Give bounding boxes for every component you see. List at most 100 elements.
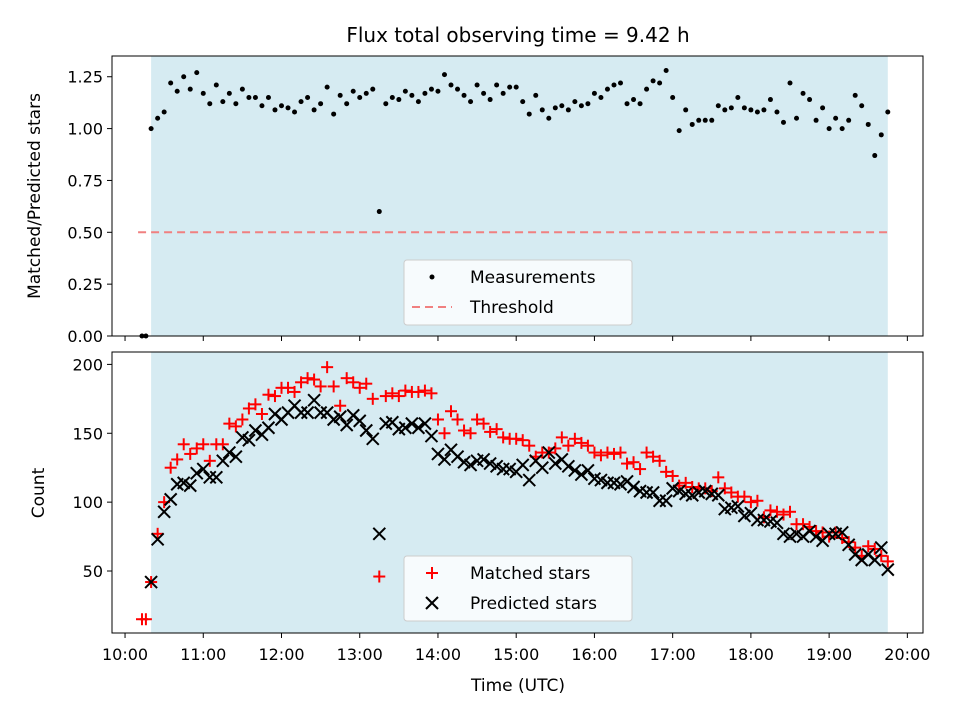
predicted-star-point bbox=[522, 473, 536, 487]
measurement-point bbox=[435, 88, 441, 94]
predicted-star-point bbox=[333, 410, 347, 424]
matched-star-point bbox=[242, 402, 255, 415]
predicted-star-point bbox=[568, 463, 582, 478]
matched-star-point bbox=[562, 439, 575, 452]
measurement-point bbox=[735, 94, 741, 100]
measurement-point bbox=[481, 90, 487, 96]
measurement-point bbox=[350, 88, 356, 94]
matched-star-point bbox=[282, 381, 295, 394]
predicted-star-point bbox=[339, 418, 354, 432]
measurement-point bbox=[200, 90, 206, 96]
predicted-star-points bbox=[144, 393, 895, 589]
bottom-x-tick-label: 15:00 bbox=[493, 645, 539, 664]
matched-star-point bbox=[725, 486, 738, 499]
matched-star-point bbox=[164, 461, 177, 474]
predicted-star-point bbox=[463, 458, 478, 472]
predicted-star-point bbox=[868, 553, 882, 567]
bottom-x-axis-label: Time (UTC) bbox=[470, 676, 565, 696]
matched-star-point bbox=[360, 377, 373, 390]
predicted-star-point bbox=[841, 538, 856, 552]
measurement-point bbox=[520, 99, 526, 105]
matched-star-point bbox=[353, 381, 366, 394]
bottom-x-tick-label: 20:00 bbox=[884, 645, 930, 664]
measurement-point bbox=[800, 90, 806, 96]
measurement-point bbox=[324, 84, 330, 90]
predicted-star-point bbox=[209, 470, 224, 485]
measurement-point bbox=[148, 126, 154, 132]
measurement-point bbox=[246, 94, 252, 100]
legend-label-matched: Matched stars bbox=[470, 564, 590, 584]
matched-star-point bbox=[797, 518, 810, 531]
matched-star-point bbox=[412, 385, 425, 398]
matched-star-point bbox=[431, 413, 444, 426]
matched-star-point bbox=[177, 438, 190, 451]
matched-star-point bbox=[490, 423, 503, 436]
matched-star-point bbox=[588, 446, 601, 459]
matched-star-point bbox=[653, 454, 666, 467]
measurement-point bbox=[533, 92, 539, 98]
matched-star-point bbox=[510, 432, 523, 445]
measurement-point bbox=[872, 153, 878, 159]
predicted-star-point bbox=[542, 445, 556, 460]
predicted-star-point bbox=[581, 463, 595, 478]
predicted-star-point bbox=[874, 540, 888, 555]
bottom-x-tick-label: 12:00 bbox=[258, 645, 304, 664]
measurement-point bbox=[389, 94, 395, 100]
top-plot-frame bbox=[111, 55, 924, 337]
legend-marker-matched bbox=[426, 567, 438, 579]
measurement-point bbox=[513, 84, 519, 90]
measurement-point bbox=[663, 68, 669, 74]
matched-star-point bbox=[438, 427, 451, 440]
measurement-point bbox=[761, 107, 767, 113]
measurement-points bbox=[139, 68, 891, 339]
matched-star-point bbox=[262, 388, 275, 401]
matched-star-point bbox=[295, 376, 308, 389]
measurement-point bbox=[337, 92, 343, 98]
measurement-point bbox=[331, 111, 337, 117]
predicted-star-point bbox=[770, 516, 784, 530]
top-y-axis: 0.00 0.25 0.50 0.75 1.00 1.25 bbox=[67, 68, 112, 346]
measurement-point bbox=[344, 101, 350, 107]
predicted-star-point bbox=[163, 492, 178, 507]
measurement-point bbox=[174, 88, 180, 94]
bottom-x-tick-label: 14:00 bbox=[415, 645, 461, 664]
matched-star-point bbox=[770, 505, 783, 518]
measurement-point bbox=[552, 105, 558, 111]
measurement-point bbox=[572, 99, 578, 105]
measurement-point bbox=[618, 80, 624, 86]
measurement-point bbox=[441, 72, 447, 78]
matched-star-point bbox=[249, 398, 262, 411]
bottom-y-axis: 50 100 150 200 bbox=[72, 355, 112, 581]
matched-star-point bbox=[288, 385, 301, 398]
predicted-star-point bbox=[398, 421, 413, 435]
matched-star-point bbox=[445, 405, 458, 418]
predicted-star-point bbox=[535, 460, 549, 475]
measurement-point bbox=[754, 109, 760, 115]
predicted-star-point bbox=[711, 488, 726, 502]
predicted-star-point bbox=[548, 456, 563, 471]
matched-star-point bbox=[321, 361, 334, 374]
measurement-point bbox=[279, 103, 285, 109]
predicted-star-point bbox=[229, 449, 243, 464]
measurement-point bbox=[826, 126, 832, 132]
measurement-point bbox=[644, 86, 650, 92]
measurement-point bbox=[852, 92, 858, 98]
matched-star-point bbox=[236, 413, 249, 426]
measurement-point bbox=[383, 101, 389, 107]
matched-star-point bbox=[471, 413, 484, 426]
matched-star-point bbox=[301, 372, 314, 385]
matched-star-point bbox=[607, 447, 620, 460]
matched-star-point bbox=[862, 540, 875, 553]
bottom-x-tick-label: 18:00 bbox=[728, 645, 774, 664]
measurement-point bbox=[461, 92, 467, 98]
matched-star-point bbox=[686, 480, 699, 493]
measurement-point bbox=[846, 117, 852, 123]
measurement-point bbox=[813, 117, 819, 123]
matched-star-point bbox=[184, 447, 197, 460]
measurement-point bbox=[709, 117, 715, 123]
measurement-point bbox=[591, 90, 597, 96]
matched-star-point bbox=[308, 373, 321, 386]
matched-star-point bbox=[327, 380, 340, 393]
matched-star-point bbox=[660, 465, 673, 478]
